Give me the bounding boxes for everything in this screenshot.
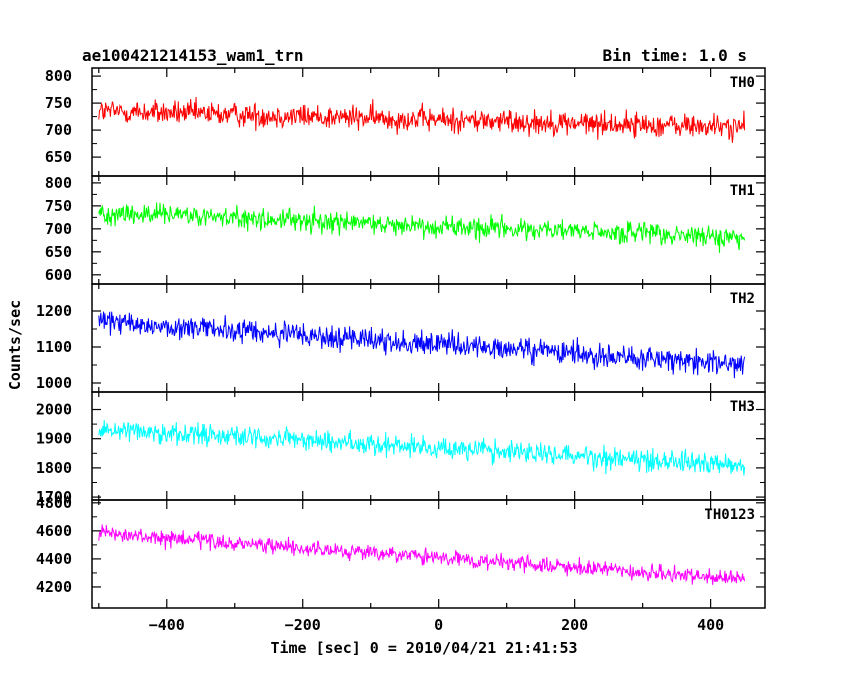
- y-tick-label-th0: 750: [45, 94, 72, 112]
- y-tick-label-th1: 800: [45, 174, 72, 192]
- y-tick-label-th0123: 4600: [36, 522, 72, 540]
- x-axis-label: Time [sec] 0 = 2010/04/21 21:41:53: [270, 639, 577, 657]
- y-tick-label-th2: 1100: [36, 338, 72, 356]
- y-tick-label-th1: 600: [45, 266, 72, 284]
- y-tick-label-th0123: 4400: [36, 550, 72, 568]
- series-line-th0: [98, 96, 746, 143]
- y-tick-label-th3: 1900: [36, 430, 72, 448]
- chart-title: ae100421214153_wam1_trn: [82, 46, 304, 65]
- panels-group: 650 700 750 800 TH0 600 650 700 750 800 TH1 1000 110…: [36, 67, 766, 634]
- y-tick-label-th3: 2000: [36, 401, 72, 419]
- series-line-th0123: [98, 524, 746, 585]
- y-tick-label-th1: 700: [45, 220, 72, 238]
- y-tick-label-th1: 750: [45, 197, 72, 215]
- x-tick-label: −400: [149, 616, 185, 634]
- panel-label-th2: TH2: [730, 291, 755, 307]
- y-tick-label-th2: 1000: [36, 374, 72, 392]
- y-tick-label-th0: 700: [45, 121, 72, 139]
- panel-label-th3: TH3: [730, 399, 755, 415]
- panel-label-th1: TH1: [730, 183, 755, 199]
- y-tick-label-th2: 1200: [36, 302, 72, 320]
- y-axis-label: Counts/sec: [6, 300, 24, 390]
- x-tick-label: 400: [697, 616, 724, 634]
- x-tick-label: 200: [561, 616, 588, 634]
- y-tick-label-th0: 800: [45, 67, 72, 85]
- panel-label-th0: TH0: [730, 75, 755, 91]
- x-tick-label: 0: [434, 616, 443, 634]
- bin-time-label: Bin time: 1.0 s: [603, 46, 748, 65]
- panel-label-th0123: TH0123: [704, 507, 755, 523]
- series-line-th2: [98, 311, 746, 379]
- panel-frame-th0123: [91, 499, 766, 609]
- y-tick-label-th1: 650: [45, 243, 72, 261]
- series-line-th3: [98, 419, 746, 476]
- y-tick-label-th0123: 4800: [36, 494, 72, 512]
- y-tick-label-th3: 1700: [36, 488, 72, 506]
- x-tick-label: −200: [285, 616, 321, 634]
- y-tick-label-th0: 650: [45, 148, 72, 166]
- y-tick-label-th0123: 4200: [36, 578, 72, 596]
- series-line-th1: [98, 202, 746, 253]
- y-tick-label-th3: 1800: [36, 459, 72, 477]
